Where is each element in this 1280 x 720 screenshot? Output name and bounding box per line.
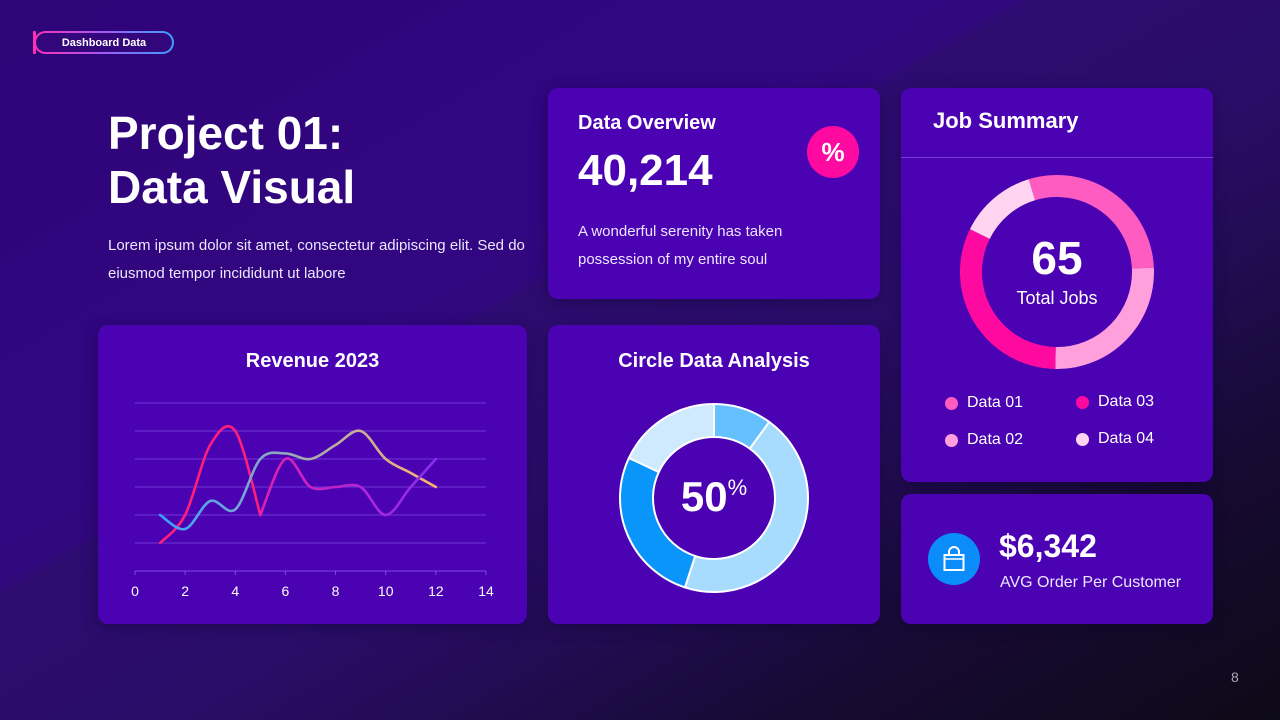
shopping-bag-glyph [943, 546, 965, 571]
legend-dot-icon [1076, 395, 1089, 409]
shopping-bag-icon [928, 533, 980, 585]
job-summary-card: Job Summary 65 Total Jobs Data 01 Data 0… [901, 88, 1213, 482]
pill-label: Dashboard Data [36, 33, 172, 52]
jobs-total-label: Total Jobs [1016, 288, 1098, 308]
page-title-line1: Project 01: [108, 107, 344, 159]
overview-description: A wonderful serenity has taken possessio… [578, 223, 783, 268]
legend-label: Data 02 [967, 431, 1024, 448]
page-title-line2: Data Visual [108, 161, 356, 213]
legend-item-data-03: Data 03 [1076, 393, 1154, 411]
line-series-1 [158, 425, 262, 545]
overview-title: Data Overview [578, 112, 716, 134]
job-summary-title: Job Summary [933, 108, 1079, 133]
legend-dot-icon [1076, 432, 1089, 446]
jobs-donut-segment-3 [960, 229, 1056, 369]
x-tick-label: 14 [478, 583, 494, 599]
avg-order-label: AVG Order Per Customer [1000, 574, 1182, 591]
line-series-3 [259, 457, 438, 517]
avg-order-value: $6,342 [999, 528, 1097, 564]
circle-value-unit: % [727, 475, 748, 500]
legend-dot-icon [945, 433, 958, 447]
circle-donut-chart [619, 402, 809, 593]
x-tick-label: 0 [131, 583, 139, 599]
line-series-2 [158, 429, 438, 531]
circle-title: Circle Data Analysis [618, 350, 810, 372]
circle-center-value: 50% [548, 473, 880, 521]
circle-donut-segment-4 [627, 402, 715, 474]
x-tick-label: 12 [428, 583, 444, 599]
jobs-donut-chart [960, 175, 1154, 369]
x-tick-label: 2 [181, 583, 189, 599]
legend-item-data-02: Data 02 [945, 431, 1023, 449]
revenue-line-chart: 0 2 4 6 8 10 12 14 [131, 402, 494, 599]
jobs-donut-segment-1 [1028, 175, 1154, 269]
legend-dot-icon [945, 396, 958, 410]
jobs-donut-segment-4 [969, 179, 1036, 239]
revenue-title: Revenue 2023 [245, 350, 380, 372]
legend-label: Data 01 [967, 394, 1024, 411]
job-summary-divider [901, 157, 1213, 158]
legend-item-data-01: Data 01 [945, 394, 1023, 412]
page-number: 8 [1231, 669, 1239, 685]
x-tick-label: 10 [378, 583, 394, 599]
x-tick-label: 4 [231, 583, 239, 599]
legend-item-data-04: Data 04 [1076, 430, 1154, 448]
pill-accent [33, 31, 36, 54]
avg-order-card: $6,342 AVG Order Per Customer [901, 494, 1213, 624]
page-title: Project 01: Data Visual [108, 106, 355, 214]
legend-label: Data 03 [1098, 393, 1155, 410]
page-subtitle: Lorem ipsum dolor sit amet, consectetur … [108, 237, 525, 282]
jobs-total: 65 [1031, 232, 1083, 284]
circle-data-card: Circle Data Analysis 50% [548, 325, 880, 624]
circle-donut-segment-2 [683, 420, 809, 593]
dashboard-data-tag: Dashboard Data [33, 31, 174, 54]
circle-value-number: 50 [680, 473, 728, 520]
x-tick-label: 8 [332, 583, 340, 599]
legend-label: Data 04 [1098, 430, 1155, 447]
data-overview-card: Data Overview 40,214 % A wonderful seren… [548, 88, 880, 299]
percent-glyph: % [821, 136, 845, 167]
revenue-chart-card: Revenue 2023 0 2 4 6 8 10 12 14 [98, 325, 527, 624]
jobs-donut-segment-2 [1055, 267, 1154, 369]
percent-icon: % [807, 126, 859, 178]
x-tick-label: 6 [282, 583, 290, 599]
overview-value: 40,214 [578, 146, 713, 195]
